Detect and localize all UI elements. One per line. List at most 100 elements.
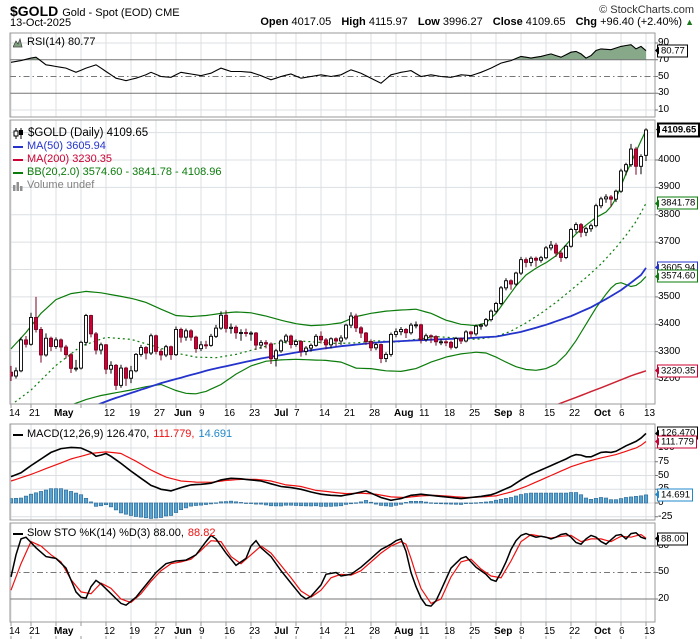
chg-label: Chg bbox=[575, 16, 597, 28]
bb-legend-row: BB(20,2.0) 3574.60 - 3841.78 - 4108.96 bbox=[13, 166, 221, 179]
macd-legend-main: MACD(12,26,9) 126.470, bbox=[27, 428, 150, 440]
price-axis-label: 3500 bbox=[658, 290, 681, 302]
bb-legend: BB(20,2.0) 3574.60 - 3841.78 - 4108.96 bbox=[27, 166, 222, 178]
rsi-legend-label: RSI(14) 80.77 bbox=[27, 36, 96, 48]
date-tick-label: 11 bbox=[419, 626, 430, 637]
symbol: $GOLD bbox=[10, 3, 59, 19]
date-tick-label: Sep bbox=[494, 626, 513, 637]
candlestick-icon bbox=[13, 128, 23, 139]
rsi-axis-label: 90 bbox=[658, 37, 670, 48]
date-tick-label: 7 bbox=[294, 626, 300, 637]
date-tick-label: 7 bbox=[294, 408, 300, 419]
date-tick-label: Oct bbox=[594, 626, 611, 637]
ma50-swatch-icon bbox=[13, 145, 23, 148]
date-tick-label: 18 bbox=[444, 626, 456, 637]
date-tick-label: 19 bbox=[129, 408, 141, 419]
date-tick-label: Oct bbox=[594, 408, 611, 419]
sto-axis-label: 20 bbox=[658, 592, 670, 604]
date-tick-label: 28 bbox=[369, 408, 381, 419]
date-tick-label: Jul bbox=[274, 626, 289, 637]
sto-value-callout: 88.00 bbox=[655, 532, 688, 546]
macd-axis-label: 0 bbox=[658, 497, 664, 508]
ma50-legend-row: MA(50) 3605.94 bbox=[13, 140, 221, 153]
macd-legend: MACD(12,26,9) 126.470, 111.779, 14.691 bbox=[13, 428, 232, 441]
chart-title-row: $GOLD Gold - Spot (EOD) CME bbox=[10, 3, 180, 21]
rsi-legend: RSI(14) 80.77 bbox=[13, 36, 95, 49]
sto-legend-d: 88.82 bbox=[187, 527, 216, 539]
date-tick-label: 11 bbox=[419, 408, 430, 419]
date-tick-label: 9 bbox=[199, 408, 205, 419]
price-axis-label: 4000 bbox=[658, 154, 681, 165]
price-axis-label: 3900 bbox=[658, 181, 681, 193]
date-tick-label: 13 bbox=[644, 626, 656, 637]
date-tick-label: 14 bbox=[319, 408, 331, 419]
price-value-callout: 3574.60 bbox=[654, 269, 699, 283]
ma200-legend-row: MA(200) 3230.35 bbox=[13, 153, 221, 166]
rsi-axis-label: 50 bbox=[658, 70, 670, 82]
date-tick-label: 16 bbox=[224, 626, 236, 637]
date-tick-label: 18 bbox=[444, 408, 456, 419]
date-tick-label: 13 bbox=[644, 408, 656, 419]
date-tick-label: 21 bbox=[344, 408, 356, 419]
rsi-axis-label: 70 bbox=[658, 53, 670, 65]
date-tick-label: 9 bbox=[199, 626, 205, 637]
ohlc-quote: Open 4017.05 High 4115.97 Low 3996.27 Cl… bbox=[253, 16, 694, 28]
date-tick-label: 8 bbox=[519, 408, 525, 419]
price-value-callout: 3230.35 bbox=[654, 364, 699, 378]
date-tick-label: 21 bbox=[344, 626, 356, 637]
bb-swatch-icon bbox=[13, 171, 23, 174]
price-axis-label: 3700 bbox=[658, 236, 681, 248]
date-tick-label: 27 bbox=[154, 408, 166, 419]
date-tick-label: 23 bbox=[249, 408, 261, 419]
open-label: Open bbox=[260, 16, 289, 28]
rsi-axis-label: 10 bbox=[658, 104, 670, 115]
close-label: Close bbox=[492, 16, 523, 28]
macd-value-callout: 14.691 bbox=[654, 488, 694, 502]
price-axis-label: 3200 bbox=[658, 373, 681, 385]
macd-axis-label: 50 bbox=[658, 469, 670, 481]
date-tick-label: 25 bbox=[469, 626, 481, 637]
date-tick-label: Aug bbox=[394, 408, 414, 419]
ma200-swatch-icon bbox=[13, 158, 23, 161]
low-value: 3996.27 bbox=[442, 16, 483, 28]
macd-legend-signal: 111.779, bbox=[153, 428, 195, 440]
date-tick-label: Aug bbox=[394, 626, 414, 637]
date-tick-label: 28 bbox=[369, 626, 381, 637]
price-axis-label: 3300 bbox=[658, 345, 681, 357]
sto-axis-label: 80 bbox=[658, 540, 670, 551]
price-axis-label: 3800 bbox=[658, 208, 681, 220]
sto-legend-k: Slow STO %K(14) %D(3) 88.00, bbox=[27, 527, 184, 539]
high-value: 4115.97 bbox=[368, 16, 408, 28]
date-tick-label: Jun bbox=[174, 408, 192, 419]
ma200-legend: MA(200) 3230.35 bbox=[27, 153, 112, 165]
date-tick-label: 16 bbox=[224, 408, 236, 419]
sto-swatch-icon bbox=[13, 532, 23, 535]
price-legend-symbol-row: $GOLD (Daily) 4109.65 bbox=[13, 127, 221, 140]
low-label: Low bbox=[417, 16, 440, 28]
date-tick-label: 8 bbox=[519, 626, 525, 637]
date-tick-label: 14 bbox=[319, 626, 331, 637]
price-value-callout: 3841.78 bbox=[654, 196, 699, 210]
symbol-description: Gold - Spot (EOD) CME bbox=[62, 7, 180, 19]
date-tick-label: 15 bbox=[544, 408, 556, 419]
price-axis-label: 3400 bbox=[658, 318, 681, 330]
price-legend: $GOLD (Daily) 4109.65 MA(50) 3605.94 MA(… bbox=[13, 127, 221, 192]
date-tick-label: Jun bbox=[174, 626, 192, 637]
date-tick-label: 23 bbox=[249, 626, 261, 637]
date-tick-label: 12 bbox=[104, 408, 116, 419]
chg-value: +96.40 (+2.40%) bbox=[600, 16, 683, 28]
date-tick-label: Jul bbox=[274, 408, 289, 419]
volume-legend-row: Volume undef bbox=[13, 179, 221, 192]
macd-swatch-icon bbox=[13, 433, 23, 436]
date-tick-label: 22 bbox=[569, 408, 581, 419]
date-tick-label: 22 bbox=[569, 626, 581, 637]
date-tick-label: May bbox=[54, 408, 74, 419]
macd-legend-hist: 14.691 bbox=[198, 428, 233, 440]
rsi-value-callout: 80.77 bbox=[655, 44, 688, 58]
date-tick-label: 14 bbox=[9, 626, 21, 637]
open-value: 4017.05 bbox=[291, 16, 332, 28]
date-tick-label: 14 bbox=[9, 408, 21, 419]
macd-axis-label: 75 bbox=[658, 455, 670, 467]
